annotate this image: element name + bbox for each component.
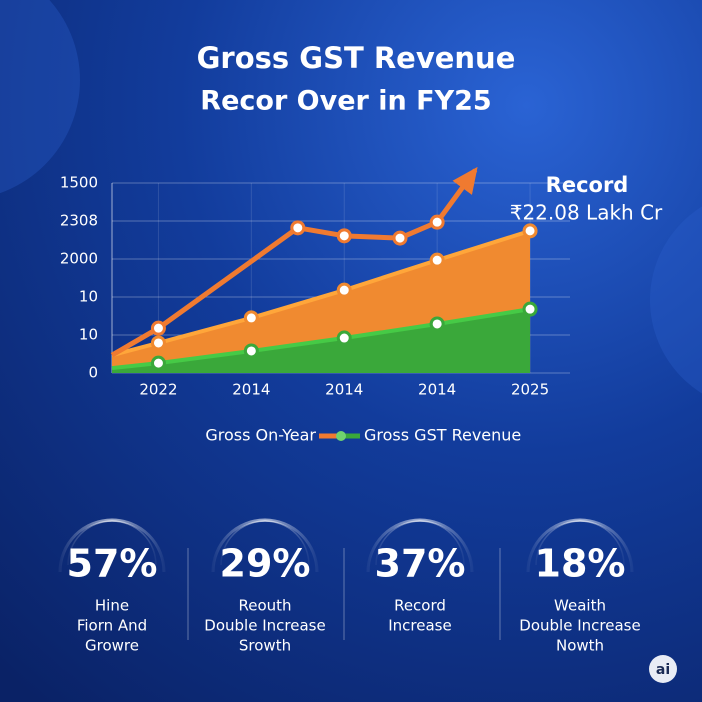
arc <box>366 518 474 573</box>
x-tick-label: 2014 <box>232 381 270 399</box>
marker <box>336 228 352 244</box>
marker <box>150 335 166 351</box>
marker <box>392 230 408 246</box>
annotation: Record <box>546 173 629 197</box>
marker <box>336 282 352 298</box>
marker <box>522 223 538 239</box>
arc <box>526 518 634 573</box>
stat-value: 18% <box>535 542 626 586</box>
y-tick-label: 1500 <box>60 174 98 192</box>
marker <box>429 252 445 268</box>
stat-label: Srowth <box>239 637 291 655</box>
x-tick-label: 2022 <box>139 381 177 399</box>
glow <box>650 206 702 394</box>
glow <box>0 0 80 194</box>
y-tick-label: 0 <box>88 364 98 382</box>
stat-label: Reouth <box>238 597 291 615</box>
stat-value: 29% <box>220 542 311 586</box>
x-tick-label: 2014 <box>418 381 456 399</box>
stat-label: Double Increase <box>519 617 640 635</box>
arc <box>220 520 310 566</box>
stat-label: Weaith <box>554 597 606 615</box>
y-tick-label: 10 <box>79 288 98 306</box>
legend-label: Gross GST Revenue <box>364 426 521 445</box>
arc <box>67 520 157 566</box>
area-edge <box>111 228 531 358</box>
title: Recor Over in FY25 <box>200 86 491 117</box>
stat-label: Double Increase <box>204 617 325 635</box>
marker <box>150 355 166 371</box>
stat-label: Record <box>394 597 446 615</box>
badge: ai <box>656 662 670 678</box>
arc <box>58 518 166 573</box>
legend-swatch <box>336 431 346 441</box>
stat-label: Hine <box>95 597 129 615</box>
stat-label: Growre <box>85 637 139 655</box>
stat-label: Increase <box>388 617 451 635</box>
marker <box>336 330 352 346</box>
marker <box>522 301 538 317</box>
y-tick-label: 2308 <box>60 212 98 230</box>
annotation: ₹22.08 Lakh Cr <box>510 201 663 225</box>
x-tick-label: 2014 <box>325 381 363 399</box>
marker <box>243 310 259 326</box>
marker <box>243 343 259 359</box>
y-tick-label: 2000 <box>60 250 98 268</box>
arc <box>535 520 625 566</box>
title: Gross GST Revenue <box>197 41 516 75</box>
marker <box>429 214 445 230</box>
arrowhead <box>452 166 478 195</box>
marker <box>429 316 445 332</box>
stat-value: 57% <box>67 542 158 586</box>
y-tick-label: 10 <box>79 326 98 344</box>
stat-label: Fiorn And <box>77 617 147 635</box>
arc <box>375 520 465 566</box>
stat-value: 37% <box>375 542 466 586</box>
legend-label: Gross On-Year <box>205 426 316 445</box>
marker <box>290 220 306 236</box>
badge-bg <box>649 655 677 683</box>
stat-label: Nowth <box>556 637 604 655</box>
arc <box>211 518 319 573</box>
marker <box>150 320 166 336</box>
area-edge <box>111 307 531 371</box>
x-tick-label: 2025 <box>511 381 549 399</box>
